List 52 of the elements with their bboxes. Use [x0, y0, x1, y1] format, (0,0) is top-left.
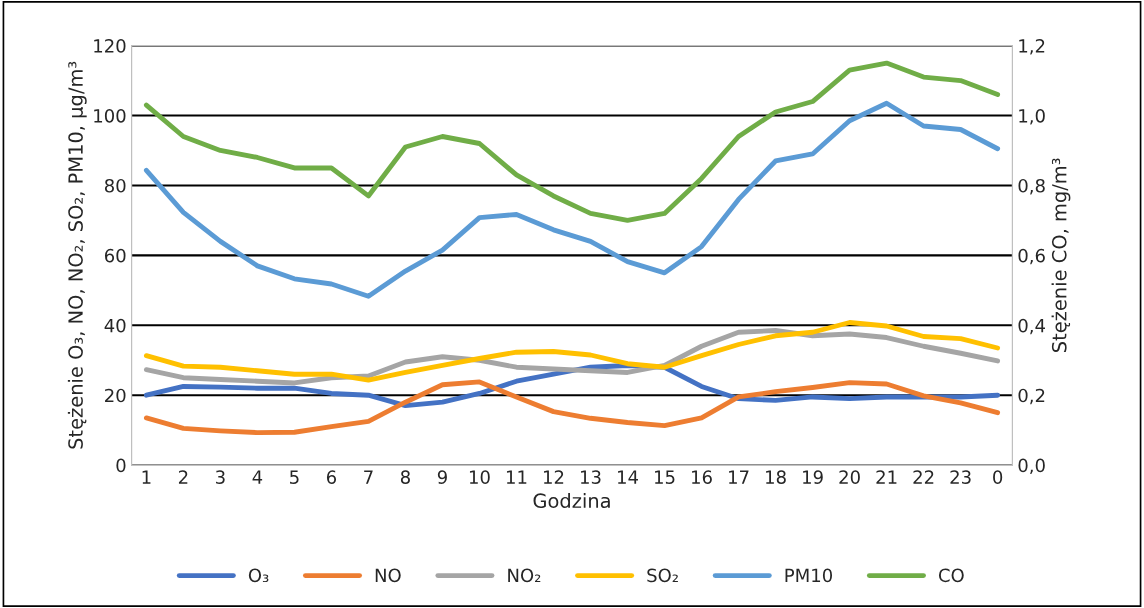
- legend-label: O₃: [248, 568, 269, 583]
- x-tick-label: 10: [469, 470, 490, 484]
- y2-tick-label: 0,4: [1018, 318, 1045, 335]
- line-series: [143, 379, 1001, 436]
- x-tick-label: 9: [437, 470, 447, 484]
- x-tick-label: 20: [839, 470, 860, 484]
- y-tick-label: 0: [116, 458, 126, 473]
- x-tick-label: 6: [326, 470, 337, 484]
- x-axis-title: Godzina: [533, 493, 610, 509]
- y-tick-label: 120: [94, 39, 126, 53]
- x-tick-label: 21: [876, 470, 897, 484]
- y-tick-label: 80: [104, 178, 126, 193]
- legend-label: NO₂: [508, 568, 541, 583]
- y2-tick-label: 0,6: [1018, 248, 1045, 265]
- x-tick-label: 19: [803, 470, 823, 484]
- legend-label: PM10: [785, 568, 833, 583]
- y2-tick-label: 0,0: [1018, 458, 1045, 475]
- x-tick-label: 16: [692, 470, 712, 484]
- y2-axis-title: Stężenie CO, mg/m³: [1051, 158, 1071, 352]
- y-tick-label: 20: [105, 388, 126, 403]
- y-tick-label: 40: [104, 318, 126, 333]
- x-tick-label: 4: [252, 470, 263, 484]
- x-tick-label: 15: [655, 470, 675, 484]
- x-tick-label: 12: [543, 470, 564, 484]
- line-series: [143, 60, 1001, 223]
- x-tick-label: 7: [364, 470, 373, 484]
- y-axis-title: Stężenie O₃, NO, NO₂, SO₂, PM10, µg/m³: [67, 61, 87, 449]
- line-series: [143, 320, 1001, 383]
- line-series: [143, 328, 1001, 386]
- y-tick-label: 100: [94, 108, 126, 123]
- legend-label: NO: [375, 568, 401, 583]
- x-tick-label: 14: [618, 470, 638, 484]
- y2-tick-label: 0,8: [1018, 178, 1045, 195]
- y2-tick-label: 0,2: [1018, 388, 1045, 405]
- x-tick-label: 18: [766, 470, 786, 484]
- x-tick-label: 22: [913, 470, 934, 484]
- legend-label: SO₂: [647, 568, 678, 583]
- x-tick-label: 8: [400, 470, 410, 484]
- line-series: [143, 100, 1001, 299]
- x-tick-label: 13: [581, 470, 601, 484]
- y2-tick-label: 1,2: [1019, 39, 1045, 55]
- x-tick-label: 1: [142, 470, 151, 484]
- y-tick-label: 60: [104, 248, 126, 263]
- x-tick-label: 3: [216, 470, 225, 484]
- x-tick-label: 2: [178, 470, 188, 484]
- x-tick-label: 23: [950, 470, 971, 484]
- y2-tick-label: 1,0: [1019, 108, 1045, 125]
- x-tick-label: 17: [729, 470, 749, 484]
- x-tick-label: 11: [506, 470, 527, 484]
- legend-label: CO: [938, 568, 964, 583]
- x-tick-label: 5: [290, 470, 299, 484]
- x-tick-label: 0: [993, 470, 1003, 484]
